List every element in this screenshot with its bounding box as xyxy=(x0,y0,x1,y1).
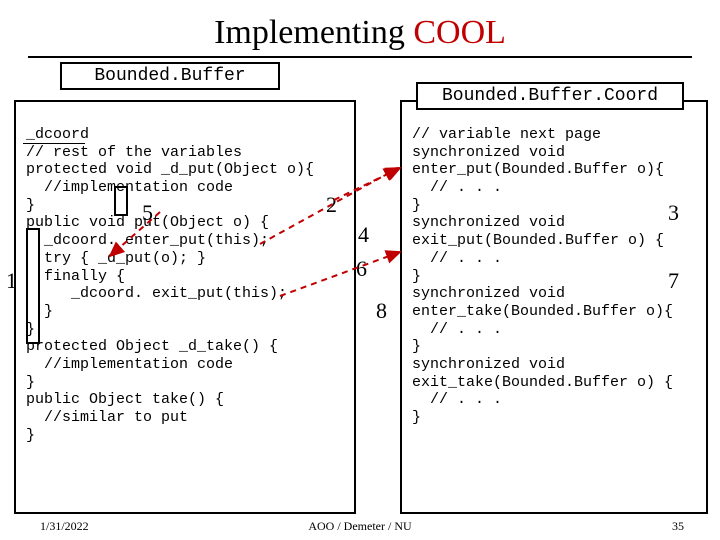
footer-center: AOO / Demeter / NU xyxy=(0,519,720,534)
slide: Implementing COOL _dcoord // rest of the… xyxy=(0,0,720,540)
left-header: Bounded.Buffer xyxy=(60,62,280,90)
left-box: _dcoord // rest of the variables protect… xyxy=(14,100,356,514)
num-3: 3 xyxy=(668,200,679,226)
slide-title: Implementing COOL xyxy=(0,14,720,52)
num-2: 2 xyxy=(326,192,337,218)
num-7: 7 xyxy=(668,268,679,294)
title-pre: Implementing xyxy=(214,14,413,51)
step-box-1 xyxy=(26,228,40,344)
title-cool: COOL xyxy=(413,14,506,51)
right-box: // variable next page synchronized void … xyxy=(400,100,708,514)
dcoord-underline xyxy=(23,143,85,144)
num-4: 4 xyxy=(358,222,369,248)
title-underline xyxy=(28,56,692,58)
step-box-5 xyxy=(114,186,128,216)
num-6: 6 xyxy=(356,256,367,282)
num-1: 1 xyxy=(6,268,17,294)
num-8: 8 xyxy=(376,298,387,324)
right-header: Bounded.Buffer.Coord xyxy=(416,82,684,110)
num-5: 5 xyxy=(142,200,153,226)
footer-page: 35 xyxy=(672,519,684,534)
left-code: _dcoord // rest of the variables protect… xyxy=(16,102,354,448)
right-code: // variable next page synchronized void … xyxy=(402,102,706,431)
